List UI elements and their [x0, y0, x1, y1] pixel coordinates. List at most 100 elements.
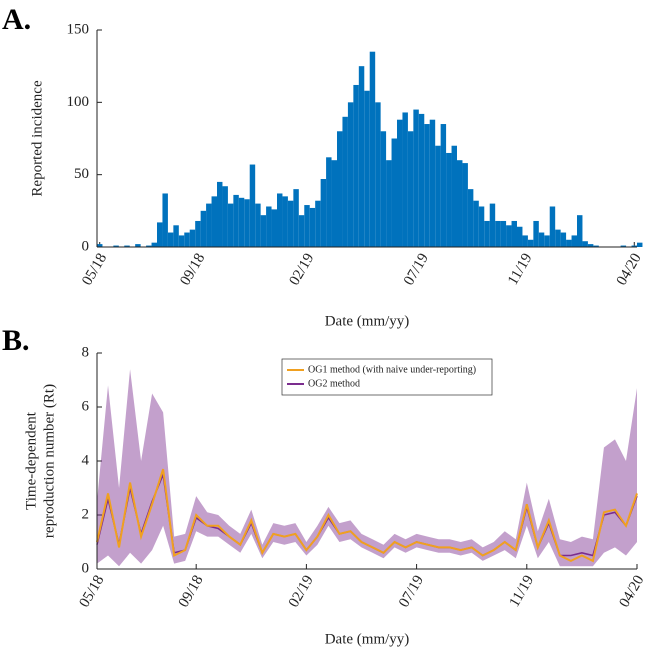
bar	[151, 242, 157, 247]
bar	[200, 210, 207, 247]
bar	[391, 138, 397, 247]
x-tick-label: 02/19	[286, 573, 317, 611]
y-tick-label: 6	[82, 398, 90, 414]
bar	[266, 206, 272, 247]
bar	[555, 229, 561, 247]
bar	[451, 145, 457, 247]
bar	[227, 203, 234, 247]
bar	[255, 203, 261, 247]
bar	[347, 102, 354, 247]
bar	[364, 90, 370, 247]
x-tick-label: 05/18	[79, 251, 110, 289]
x-axis-label: Date (mm/yy)	[325, 631, 410, 647]
bar	[113, 245, 119, 247]
bar	[435, 145, 441, 247]
bar	[173, 225, 179, 247]
bar	[582, 241, 588, 247]
x-tick-label: 09/18	[177, 251, 208, 289]
bar	[326, 157, 332, 247]
x-tick-label: 02/19	[286, 251, 317, 289]
y-tick-label: 50	[74, 166, 89, 182]
bar	[337, 131, 343, 247]
bar	[506, 225, 512, 247]
bar	[620, 245, 627, 247]
bar	[157, 222, 163, 247]
y-tick-label: 150	[67, 21, 90, 37]
y-tick-label: 0	[82, 560, 90, 576]
y-tick-label: 8	[82, 344, 90, 360]
bar	[500, 220, 507, 247]
bar	[304, 205, 310, 247]
bar	[495, 220, 501, 247]
bar	[97, 244, 103, 247]
bar	[375, 102, 381, 247]
bar	[517, 226, 523, 247]
bar	[244, 199, 250, 247]
bar	[195, 220, 201, 247]
y-axis-label: Reported incidence	[29, 80, 45, 197]
bar	[309, 207, 316, 247]
bar	[260, 215, 267, 247]
bar	[293, 189, 299, 247]
bar	[413, 109, 419, 247]
bar	[320, 179, 327, 247]
bar	[462, 163, 468, 247]
bar	[467, 189, 474, 247]
x-tick-label: 04/20	[614, 251, 645, 289]
bar	[446, 152, 452, 247]
y-tick-label: 100	[67, 94, 90, 110]
bar	[146, 245, 152, 247]
bar	[593, 245, 599, 247]
bar	[386, 160, 392, 247]
bar	[577, 215, 583, 247]
bar	[287, 200, 294, 247]
bar	[369, 51, 376, 248]
bar	[440, 124, 447, 247]
y-axis-label: Time-dependent	[23, 411, 39, 510]
x-tick-label: 05/18	[76, 573, 107, 611]
bar	[358, 66, 365, 248]
x-tick-label: 11/19	[505, 251, 536, 288]
bar	[533, 220, 539, 247]
y-tick-label: 2	[82, 506, 90, 522]
bar	[380, 131, 387, 247]
legend-label: OG2 method	[308, 378, 360, 389]
x-tick-label: 04/20	[616, 573, 647, 611]
bar	[206, 203, 212, 247]
bar	[527, 239, 534, 247]
bar	[282, 196, 288, 247]
bar	[544, 235, 550, 247]
bar	[631, 245, 637, 247]
bar	[249, 164, 256, 247]
confidence-band	[97, 369, 637, 567]
x-axis-label: Date (mm/yy)	[325, 313, 410, 329]
bar	[489, 203, 496, 247]
bar	[402, 112, 408, 248]
x-tick-label: 07/19	[401, 251, 432, 289]
bar	[397, 119, 403, 247]
legend-label: OG1 method (with naive under-reporting)	[308, 364, 476, 375]
y-tick-label: 4	[82, 452, 90, 468]
bar	[353, 84, 359, 248]
x-tick-label: 11/19	[507, 573, 538, 610]
x-tick-label: 07/19	[396, 573, 427, 611]
bar	[298, 215, 305, 247]
bar	[511, 220, 517, 247]
bar	[522, 235, 528, 247]
bar	[315, 200, 321, 247]
bar	[637, 242, 643, 247]
bar	[429, 119, 436, 247]
bar	[238, 197, 245, 247]
bar	[162, 193, 168, 247]
y-axis-label: reproduction number (Rt)	[41, 384, 57, 538]
bar	[538, 232, 545, 247]
series-line	[96, 468, 638, 563]
bar	[277, 193, 283, 247]
y-tick-label: 0	[82, 238, 90, 254]
bar	[211, 196, 217, 247]
bar	[178, 235, 185, 247]
bar	[189, 229, 196, 247]
bar	[184, 232, 190, 247]
bar	[418, 113, 425, 247]
